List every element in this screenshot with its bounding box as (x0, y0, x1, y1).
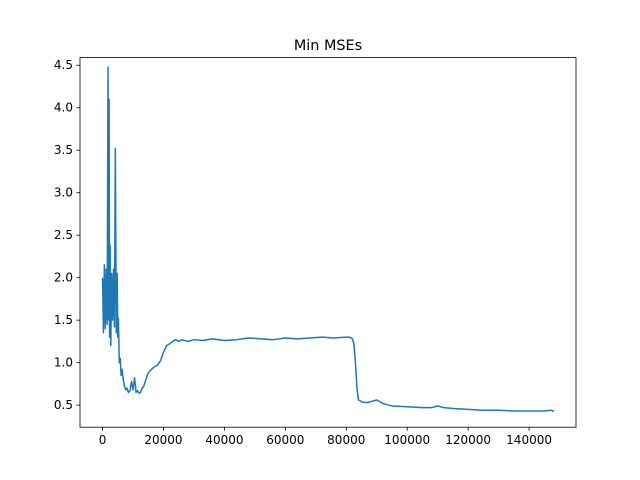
x-tick-label: 20000 (144, 433, 182, 447)
x-tick-label: 40000 (205, 433, 243, 447)
y-tick-label: 1.0 (54, 356, 73, 370)
y-tick-label: 3.5 (54, 143, 73, 157)
x-tick-label: 0 (99, 433, 107, 447)
x-tick-label: 100000 (384, 433, 430, 447)
y-tick-label: 2.5 (54, 228, 73, 242)
y-tick-label: 1.5 (54, 313, 73, 327)
y-axis: 0.5 1.0 1.5 2.0 2.5 3.0 3.5 4.0 4.5 (54, 58, 80, 412)
plot-area (80, 57, 576, 428)
x-tick-label: 80000 (327, 433, 365, 447)
x-axis: 0 20000 40000 60000 80000 100000 120000 140000 (99, 427, 552, 447)
x-tick-label: 60000 (266, 433, 304, 447)
x-tick-label: 140000 (506, 433, 552, 447)
plot-frame (79, 57, 577, 428)
y-tick-label: 4.0 (54, 101, 73, 115)
y-tick-label: 0.5 (54, 398, 73, 412)
x-tick-label: 120000 (445, 433, 491, 447)
chart-title: Min MSEs (294, 38, 362, 54)
series-layer (101, 66, 555, 412)
y-tick-label: 3.0 (54, 186, 73, 200)
y-tick-label: 4.5 (54, 58, 73, 72)
y-tick-label: 2.0 (54, 271, 73, 285)
series-line (101, 66, 555, 412)
